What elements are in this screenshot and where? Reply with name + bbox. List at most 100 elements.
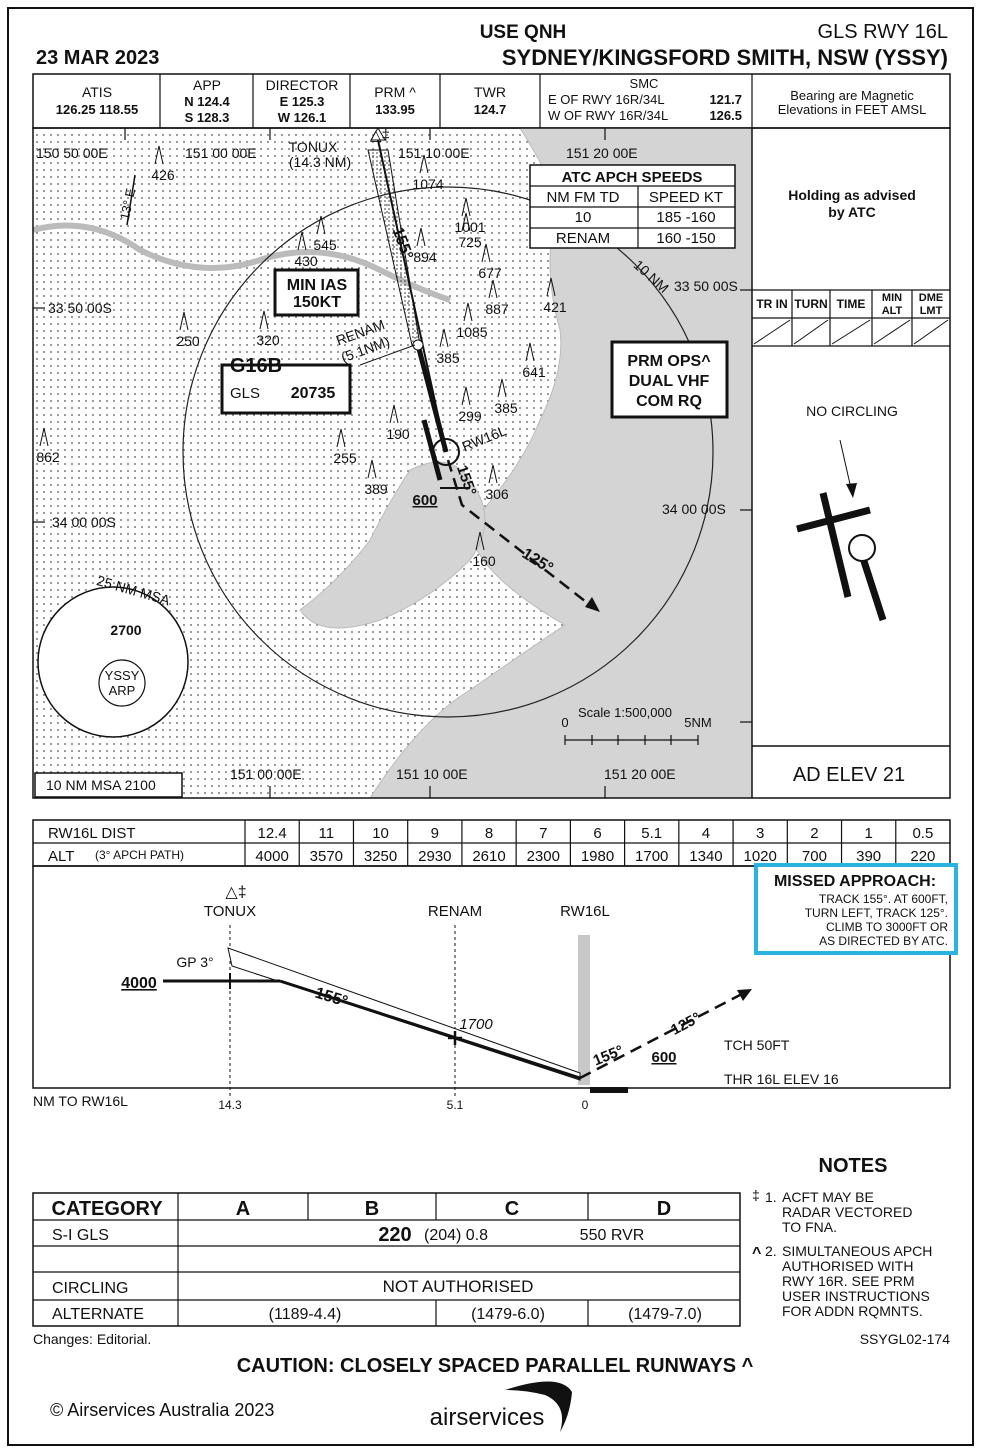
director-lines: E 125.3 bbox=[280, 94, 325, 109]
msa-ten-nm: 10 NM MSA 2100 bbox=[46, 777, 156, 793]
profile-table-dist: 1 bbox=[864, 825, 872, 842]
header-airport: SYDNEY/KINGSFORD SMITH, NSW (YSSY) bbox=[502, 45, 948, 70]
plan-turn-alt: 600 bbox=[412, 492, 437, 509]
holding-slash bbox=[873, 319, 911, 345]
profile-table-alt: 220 bbox=[910, 848, 935, 865]
plan-obstacles: 894 bbox=[413, 249, 437, 265]
items-lines: FOR ADDN RQMNTS. bbox=[782, 1303, 923, 1319]
channel-system: GLS bbox=[230, 385, 260, 402]
profile-table-alt: 1340 bbox=[689, 848, 722, 865]
twr-label: TWR bbox=[474, 84, 506, 100]
items-lines: SIMULTANEOUS APCH bbox=[782, 1243, 932, 1259]
alternate-values: (1479-7.0) bbox=[628, 1306, 702, 1323]
missed-arrow bbox=[585, 597, 600, 612]
prm-box bbox=[610, 340, 729, 419]
comms-remark: Bearing are Magnetic bbox=[790, 88, 914, 103]
plan-obstacles: 641 bbox=[522, 364, 546, 380]
plan-obstacles: 887 bbox=[485, 301, 509, 317]
side-holding-table: LMT bbox=[920, 305, 943, 317]
profile-table-alt: 390 bbox=[856, 848, 881, 865]
profile-table-alt: 700 bbox=[802, 848, 827, 865]
renam-fix bbox=[412, 339, 424, 351]
circling-label: CIRCLING bbox=[52, 1280, 128, 1297]
plan-longitudes-top: 151 20 00E bbox=[566, 145, 638, 161]
gls-da: 220 bbox=[378, 1224, 411, 1246]
items-lines: TO FNA. bbox=[782, 1219, 837, 1235]
obstacle-symbol bbox=[259, 310, 269, 330]
profile-axis: 0 bbox=[582, 1098, 589, 1112]
variation-arrow bbox=[126, 174, 136, 226]
minima-header: CATEGORY bbox=[51, 1198, 163, 1220]
footer-changes: Changes: Editorial. bbox=[33, 1331, 151, 1347]
profile-table-alt: 1980 bbox=[581, 848, 614, 865]
prm-freq: 133.95 bbox=[375, 102, 415, 117]
obstacle-symbol bbox=[463, 302, 473, 322]
app-label: APP bbox=[193, 77, 221, 93]
plan-obstacles: 1001 bbox=[454, 219, 485, 235]
profile-ma-track1: 155° bbox=[591, 1042, 626, 1069]
side-holding-table: TURN bbox=[794, 297, 827, 311]
missed-approach-lines: TURN LEFT, TRACK 125°. bbox=[805, 906, 948, 920]
profile-table-alt-label: ALT bbox=[48, 848, 74, 865]
plan-obstacles: 426 bbox=[151, 167, 175, 183]
obstacle-symbol bbox=[488, 279, 498, 299]
side-no-circling: NO CIRCLING bbox=[806, 403, 898, 419]
runway-band bbox=[578, 935, 590, 1085]
profile-table-alt: 1700 bbox=[635, 848, 668, 865]
plan-longitudes-bottom: 151 10 00E bbox=[396, 766, 468, 782]
comms-remark: Elevations in FEET AMSL bbox=[778, 102, 927, 117]
arp-symbol bbox=[848, 534, 876, 562]
items-lines: ACFT MAY BE bbox=[782, 1189, 874, 1205]
profile-table-dist-label: RW16L DIST bbox=[48, 825, 136, 842]
plan-variation: 13° E bbox=[117, 187, 138, 222]
profile-table-alt: 1020 bbox=[744, 848, 777, 865]
obstacle-symbol bbox=[481, 243, 491, 263]
side-holding: by ATC bbox=[828, 204, 875, 220]
msa-10nm-box bbox=[34, 772, 183, 798]
profile-box bbox=[32, 865, 951, 1089]
missed-approach-lines: CLIMB TO 3000FT OR bbox=[826, 920, 948, 934]
alternate-values: (1479-6.0) bbox=[471, 1306, 545, 1323]
gls-vis: 550 RVR bbox=[580, 1227, 645, 1244]
director-lines: W 126.1 bbox=[278, 110, 326, 125]
profile-table-dist: 0.5 bbox=[912, 825, 933, 842]
profile-axis: 5.1 bbox=[447, 1098, 464, 1112]
profile-fap-alt: 4000 bbox=[121, 975, 157, 992]
obstacle-symbol bbox=[488, 464, 498, 484]
profile-table-alt: 2610 bbox=[472, 848, 505, 865]
descent-line bbox=[279, 979, 581, 1080]
obstacle-symbol bbox=[416, 227, 426, 247]
profile-table-dist: 6 bbox=[593, 825, 601, 842]
side-holding-table: MIN bbox=[882, 292, 902, 304]
minima-header: A bbox=[236, 1198, 250, 1220]
holding-slash bbox=[913, 319, 949, 345]
min-ias-box bbox=[273, 268, 360, 317]
profile-axis: 14.3 bbox=[218, 1098, 242, 1112]
holding-slash bbox=[753, 319, 791, 345]
atis-freqs: 126.25 118.55 bbox=[56, 102, 138, 117]
speeds-rows: 160 -150 bbox=[656, 230, 715, 247]
missed-approach-lines: AS DIRECTED BY ATC. bbox=[819, 934, 948, 948]
notes-title: NOTES bbox=[819, 1155, 888, 1177]
plan-obstacles: 430 bbox=[294, 253, 318, 269]
profile-thr: THR 16L ELEV 16 bbox=[724, 1071, 839, 1087]
tonux-symbol bbox=[370, 127, 386, 141]
arp-circle bbox=[98, 659, 146, 707]
missed-track bbox=[446, 459, 591, 606]
plan-frame bbox=[32, 127, 951, 799]
scale-start: 0 bbox=[561, 715, 568, 730]
obstacle-symbol bbox=[461, 212, 471, 232]
header-procedure: GLS RWY 16L bbox=[818, 21, 948, 43]
profile-table-alt: 4000 bbox=[255, 848, 288, 865]
items-lines: AUTHORISED WITH bbox=[782, 1258, 913, 1274]
scale-end: 5NM bbox=[684, 715, 711, 730]
items-lines: RWY 16R. SEE PRM bbox=[782, 1273, 915, 1289]
range-ring bbox=[182, 186, 714, 718]
footer-copyright: © Airservices Australia 2023 bbox=[50, 1400, 274, 1420]
plan-obstacles: 306 bbox=[485, 486, 509, 502]
profile-renam: RENAM bbox=[428, 903, 482, 920]
app-lines: S 128.3 bbox=[185, 110, 230, 125]
speeds-title: ATC APCH SPEEDS bbox=[562, 169, 703, 186]
obstacle-symbol bbox=[497, 378, 507, 398]
